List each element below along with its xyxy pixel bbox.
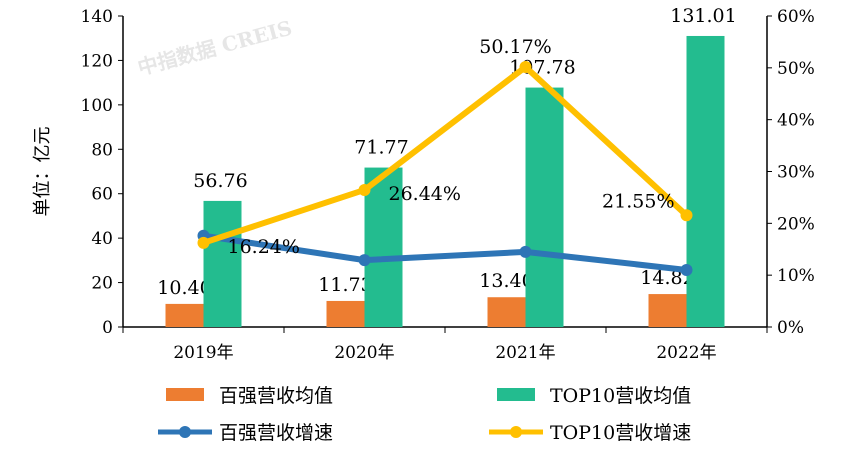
bar-data-label: 71.77 <box>354 137 408 159</box>
y-tick-label: 20 <box>91 274 113 294</box>
y2-tick-label: 30% <box>777 163 815 183</box>
line-series <box>202 63 689 246</box>
y2-tick-label: 20% <box>777 214 815 234</box>
line-point <box>197 236 210 249</box>
legend-swatch <box>166 388 204 401</box>
y-tick-label: 60 <box>91 185 113 205</box>
bar <box>203 200 242 327</box>
y2-tick-label: 60% <box>777 7 815 27</box>
line-point <box>519 60 532 73</box>
y-tick-label: 100 <box>81 96 113 116</box>
line-point <box>358 254 371 267</box>
legend-label: 百强营收均值 <box>219 385 333 407</box>
line-series <box>203 232 687 273</box>
legend-marker <box>510 426 522 438</box>
y2-tick-label: 10% <box>777 266 815 286</box>
bar-data-label: 11.73 <box>318 274 372 296</box>
legend-label: 百强营收增速 <box>219 422 333 444</box>
legend-label: TOP10营收增速 <box>550 422 691 444</box>
y-tick-label: 40 <box>91 229 113 249</box>
line-data-label: 26.44% <box>389 183 461 205</box>
line-point <box>680 263 693 276</box>
y-tick-label: 80 <box>91 140 113 160</box>
x-tick-label: 2019年 <box>173 343 233 363</box>
bar-data-label: 10.40 <box>157 277 211 299</box>
bar <box>686 35 725 327</box>
legend-label: TOP10营收均值 <box>550 385 691 407</box>
bar-data-label: 13.40 <box>479 270 533 292</box>
y-tick-label: 0 <box>102 318 113 338</box>
bar-data-label: 131.01 <box>670 5 736 27</box>
line-point <box>519 245 532 258</box>
x-tick-label: 2021年 <box>495 343 555 363</box>
line-point <box>680 209 693 222</box>
y-tick-label: 140 <box>81 7 113 27</box>
y-axis-title: 单位：亿元 <box>32 127 53 217</box>
bar <box>326 300 365 327</box>
line-data-label: 50.17% <box>479 36 551 58</box>
legend-marker <box>179 426 191 438</box>
x-tick-label: 2020年 <box>334 343 394 363</box>
bar <box>364 167 403 327</box>
bar <box>525 87 564 327</box>
y2-tick-label: 40% <box>777 111 815 131</box>
bar-data-label: 56.76 <box>193 170 247 192</box>
legend-swatch <box>497 388 535 401</box>
line-data-label: 16.24% <box>228 236 300 258</box>
y2-tick-label: 0% <box>777 318 804 338</box>
bar <box>648 294 687 327</box>
watermark: 中指数据 CREIS <box>135 16 294 80</box>
x-tick-label: 2022年 <box>656 343 716 363</box>
line-point <box>358 183 371 196</box>
line-data-label: 21.55% <box>602 190 674 212</box>
y-tick-label: 120 <box>81 51 113 71</box>
bar <box>165 303 204 327</box>
y2-tick-label: 50% <box>777 59 815 79</box>
bar <box>487 297 526 327</box>
